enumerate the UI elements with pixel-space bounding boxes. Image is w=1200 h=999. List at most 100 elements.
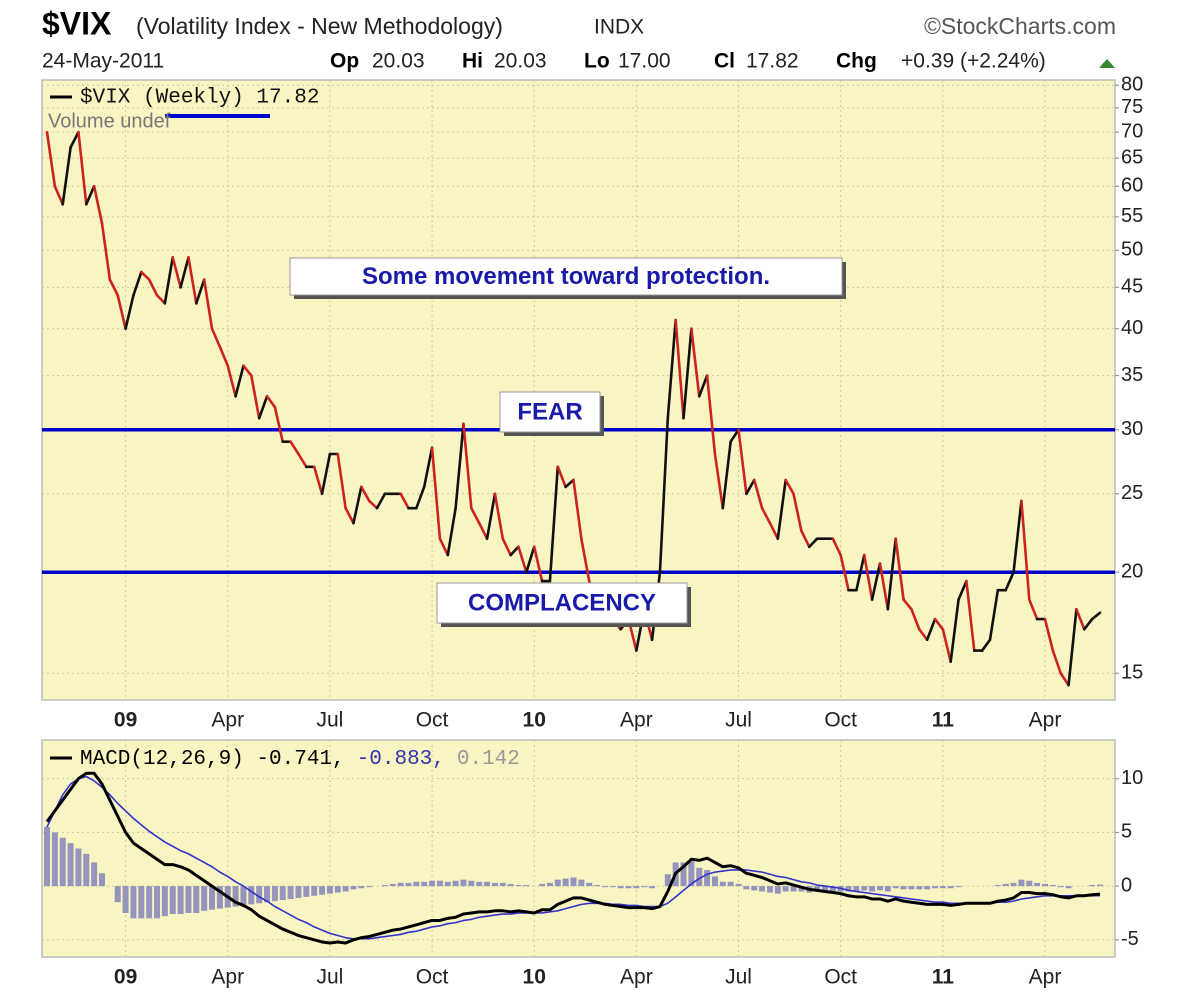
x-tick-label: 11 bbox=[932, 966, 955, 989]
price-segment bbox=[658, 416, 670, 574]
price-segment bbox=[941, 627, 952, 664]
histogram-bar bbox=[554, 879, 561, 887]
histogram-bar bbox=[51, 832, 58, 887]
y-tick-label: 80 bbox=[1121, 74, 1143, 96]
price-segment bbox=[320, 452, 332, 496]
histogram-bar bbox=[484, 881, 491, 887]
price-segment bbox=[493, 492, 505, 541]
price-segment bbox=[147, 278, 159, 297]
histogram-bar bbox=[798, 886, 805, 892]
histogram-bar bbox=[342, 886, 349, 892]
histogram-bar bbox=[1065, 886, 1072, 889]
price-segment bbox=[69, 130, 80, 149]
histogram-bar bbox=[460, 879, 467, 887]
histogram-bar bbox=[476, 881, 483, 887]
x-tick-label: Apr bbox=[211, 709, 244, 732]
y-tick-label: 40 bbox=[1121, 317, 1143, 339]
histogram-bar bbox=[413, 881, 420, 887]
histogram-bar bbox=[931, 886, 938, 889]
price-segment bbox=[438, 537, 450, 557]
histogram-bar bbox=[908, 886, 915, 890]
histogram-bar bbox=[994, 885, 1001, 887]
histogram-bar bbox=[829, 886, 836, 892]
price-segment bbox=[273, 405, 285, 443]
histogram-bar bbox=[515, 885, 522, 887]
histogram-bar bbox=[900, 886, 907, 890]
histogram-bar bbox=[861, 886, 868, 891]
date: 24-May-2011 bbox=[42, 50, 164, 73]
price-segment bbox=[226, 364, 237, 398]
price-segment bbox=[234, 364, 245, 398]
histogram-bar bbox=[468, 880, 475, 887]
price-segment bbox=[1082, 617, 1094, 631]
histogram-bar bbox=[876, 886, 883, 891]
legend-entry: $VIX (Weekly) 17.82 bbox=[80, 87, 319, 110]
y-tick-label: 30 bbox=[1121, 418, 1143, 440]
price-segment bbox=[124, 293, 135, 331]
histogram-bar bbox=[774, 886, 781, 894]
annotation: COMPLACENCY bbox=[468, 589, 656, 616]
quote-label: Lo bbox=[584, 50, 610, 73]
price-segment bbox=[132, 270, 143, 297]
histogram-bar bbox=[1041, 883, 1048, 887]
histogram-bar bbox=[790, 886, 797, 892]
histogram-bar bbox=[311, 886, 318, 896]
histogram-bar bbox=[680, 862, 687, 887]
histogram-bar bbox=[177, 886, 184, 915]
histogram-bar bbox=[586, 882, 593, 887]
price-segment bbox=[1059, 671, 1070, 687]
x-tick-label: Jul bbox=[316, 709, 343, 732]
price-segment bbox=[697, 374, 709, 398]
price-segment bbox=[1090, 611, 1102, 621]
histogram-bar bbox=[759, 886, 766, 892]
x-tick-label: Apr bbox=[620, 709, 653, 732]
quote-value: 20.03 bbox=[372, 50, 425, 73]
histogram-bar bbox=[389, 883, 396, 887]
price-segment bbox=[100, 221, 112, 281]
histogram-bar bbox=[1089, 885, 1096, 887]
price-segment bbox=[572, 478, 583, 541]
x-tick-label: Oct bbox=[416, 709, 449, 732]
histogram-bar bbox=[122, 886, 129, 913]
histogram-bar bbox=[539, 883, 546, 887]
price-segment bbox=[422, 446, 434, 489]
histogram-bar bbox=[358, 886, 365, 889]
histogram-bar bbox=[1034, 882, 1041, 887]
price-segment bbox=[839, 553, 850, 592]
y-tick-label: 25 bbox=[1121, 482, 1143, 504]
x-tick-label: 09 bbox=[114, 966, 137, 989]
price-segment bbox=[501, 537, 512, 557]
price-segment bbox=[886, 537, 897, 611]
histogram-bar bbox=[546, 882, 553, 887]
price-segment bbox=[375, 492, 387, 510]
price-segment bbox=[949, 598, 960, 664]
histogram-bar bbox=[719, 881, 726, 887]
quote-label: Chg bbox=[836, 50, 877, 73]
price-segment bbox=[988, 588, 1000, 642]
price-segment bbox=[367, 499, 379, 510]
price-segment bbox=[878, 562, 890, 611]
x-tick-label: 09 bbox=[114, 709, 137, 732]
histogram-bar bbox=[201, 886, 208, 911]
y-tick-label: 60 bbox=[1121, 175, 1143, 197]
histogram-bar bbox=[751, 886, 758, 891]
x-tick-label: Oct bbox=[824, 966, 857, 989]
histogram-bar bbox=[704, 869, 711, 887]
price-segment bbox=[721, 440, 732, 510]
price-segment bbox=[925, 617, 937, 642]
histogram-bar bbox=[924, 886, 931, 890]
histogram-bar bbox=[169, 886, 176, 915]
y-tick-label: 20 bbox=[1121, 560, 1143, 582]
price-segment bbox=[737, 428, 748, 496]
price-segment bbox=[454, 422, 465, 510]
price-segment bbox=[265, 394, 277, 409]
price-segment bbox=[910, 607, 921, 631]
x-tick-label: Jul bbox=[725, 966, 752, 989]
x-tick-label: Oct bbox=[416, 966, 449, 989]
histogram-bar bbox=[193, 886, 200, 913]
histogram-bar bbox=[649, 886, 656, 889]
histogram-bar bbox=[452, 880, 459, 887]
histogram-bar bbox=[814, 886, 821, 892]
histogram-bar bbox=[216, 886, 223, 909]
histogram-bar bbox=[633, 886, 640, 889]
